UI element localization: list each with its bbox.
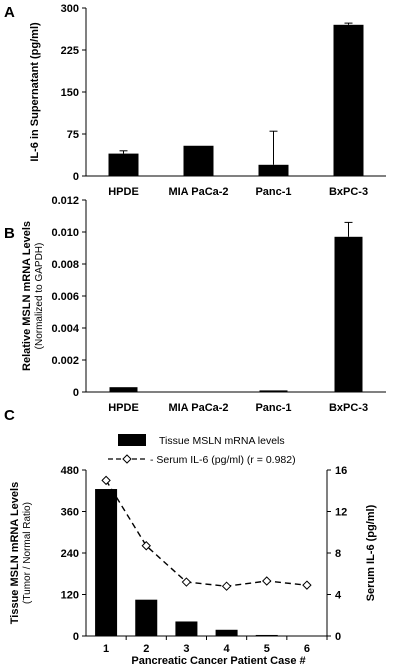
panel-c-legend-bar-label: Tissue MSLN mRNA levels — [159, 435, 285, 447]
panel-a-bar — [183, 145, 214, 176]
panel-c-y-tick-label-right: 8 — [335, 548, 341, 560]
panel-b-y-label-sub: (Normalized to GAPDH) — [34, 243, 45, 350]
panel-c-x-label: Pancreatic Cancer Patient Case # — [131, 655, 305, 667]
panel-c-category-label: 1 — [103, 643, 109, 655]
panel-a-category-label: BxPC-3 — [329, 186, 368, 198]
panel-a: A 0 75 150 225 300 IL-6 in Supernatant (pg/ml)… — [4, 3, 386, 198]
panel-b-bar — [109, 387, 138, 392]
panel-c-y-tick-label-right: 12 — [335, 507, 347, 519]
panel-a-y-label: IL-6 in Supernatant (pg/ml) — [29, 22, 41, 162]
panel-a-bar — [108, 153, 139, 176]
panel-a-y-tick-label: 225 — [61, 45, 79, 57]
panel-c-y-tick-label-left: 0 — [73, 631, 79, 643]
panel-b: B 0 0.002 0.004 0.006 0.008 0.010 0.012 Relative… — [4, 195, 386, 414]
panel-b-bar — [184, 391, 213, 393]
panel-a-y-tick-label: 150 — [61, 87, 79, 99]
panel-c-category-label: 3 — [183, 643, 189, 655]
panel-c-category-label: 6 — [304, 643, 310, 655]
panel-b-y-tick-label: 0.008 — [51, 259, 79, 271]
panel-c-y-label-right: Serum IL-6 (pg/ml) — [365, 504, 377, 601]
panel-c-bar — [215, 629, 238, 636]
panel-c-y-tick-label-left: 360 — [61, 507, 79, 519]
panel-b-bar — [334, 236, 363, 392]
panel-c: C Tissue MSLN mRNA levels - Serum IL-6 (pg… — [4, 407, 377, 667]
panel-c-legend-bar-swatch — [118, 434, 146, 446]
panel-a-bar — [258, 164, 289, 176]
panel-a-y-tick-label: 300 — [61, 3, 79, 15]
panel-c-line-series — [105, 480, 307, 587]
panel-c-letter: C — [4, 407, 15, 424]
panel-c-y-tick-label-right: 0 — [335, 631, 341, 643]
panel-b-bar — [259, 390, 288, 392]
panel-b-y-label: Relative MSLN mRNA Levels — [21, 221, 33, 371]
panel-c-y-tick-label-left: 120 — [61, 590, 79, 602]
panel-c-category-label: 2 — [143, 643, 149, 655]
panel-c-legend-line-marker — [122, 454, 132, 464]
panel-b-y-tick-label: 0.004 — [51, 323, 79, 335]
panel-b-category-label: MIA PaCa-2 — [168, 402, 228, 414]
panel-a-category-label: MIA PaCa-2 — [168, 186, 228, 198]
panel-c-line-point — [101, 475, 111, 486]
panel-c-line-point — [221, 581, 232, 591]
panel-c-y-tick-label-right: 4 — [335, 590, 342, 602]
panel-b-y-tick-label: 0 — [73, 387, 79, 399]
panel-c-y-tick-label-right: 16 — [335, 465, 347, 477]
panel-b-y-tick-label: 0.012 — [51, 195, 79, 207]
panel-c-line-point — [302, 580, 312, 590]
panel-c-y-tick-label-left: 240 — [61, 548, 79, 560]
panel-c-y-label-left-sub: (Tumor / Normal Ratio) — [22, 502, 33, 604]
panel-b-category-label: BxPC-3 — [329, 402, 368, 414]
panel-c-legend-line-label: - Serum IL-6 (pg/ml) (r = 0.982) — [150, 454, 296, 466]
panel-b-category-label: Panc-1 — [255, 402, 291, 414]
panel-b-letter: B — [4, 225, 15, 242]
panel-c-category-label: 5 — [264, 643, 270, 655]
panel-c-bar — [95, 489, 118, 636]
panel-a-category-label: Panc-1 — [255, 186, 291, 198]
panel-a-y-tick-label: 75 — [67, 129, 79, 141]
panel-a-bar — [333, 24, 364, 176]
panel-c-line-point — [141, 541, 151, 551]
panel-c-line-point — [262, 576, 272, 586]
panel-a-category-label: HPDE — [108, 186, 139, 198]
panel-b-y-tick-label: 0.010 — [51, 227, 79, 239]
panel-c-category-label: 4 — [224, 643, 231, 655]
panel-c-bar — [255, 634, 278, 636]
panel-c-y-tick-label-left: 480 — [61, 465, 79, 477]
panel-b-y-tick-label: 0.002 — [51, 355, 79, 367]
panel-c-bar — [135, 599, 158, 636]
panel-a-y-tick-label: 0 — [73, 171, 79, 183]
panel-a-letter: A — [4, 4, 15, 21]
panel-b-category-label: HPDE — [108, 402, 139, 414]
panel-c-y-label-left: Tissue MSLN mRNA Levels — [9, 482, 21, 624]
panel-c-bar — [175, 621, 198, 636]
panel-c-line-point — [181, 577, 192, 587]
panel-b-y-tick-label: 0.006 — [51, 291, 79, 303]
